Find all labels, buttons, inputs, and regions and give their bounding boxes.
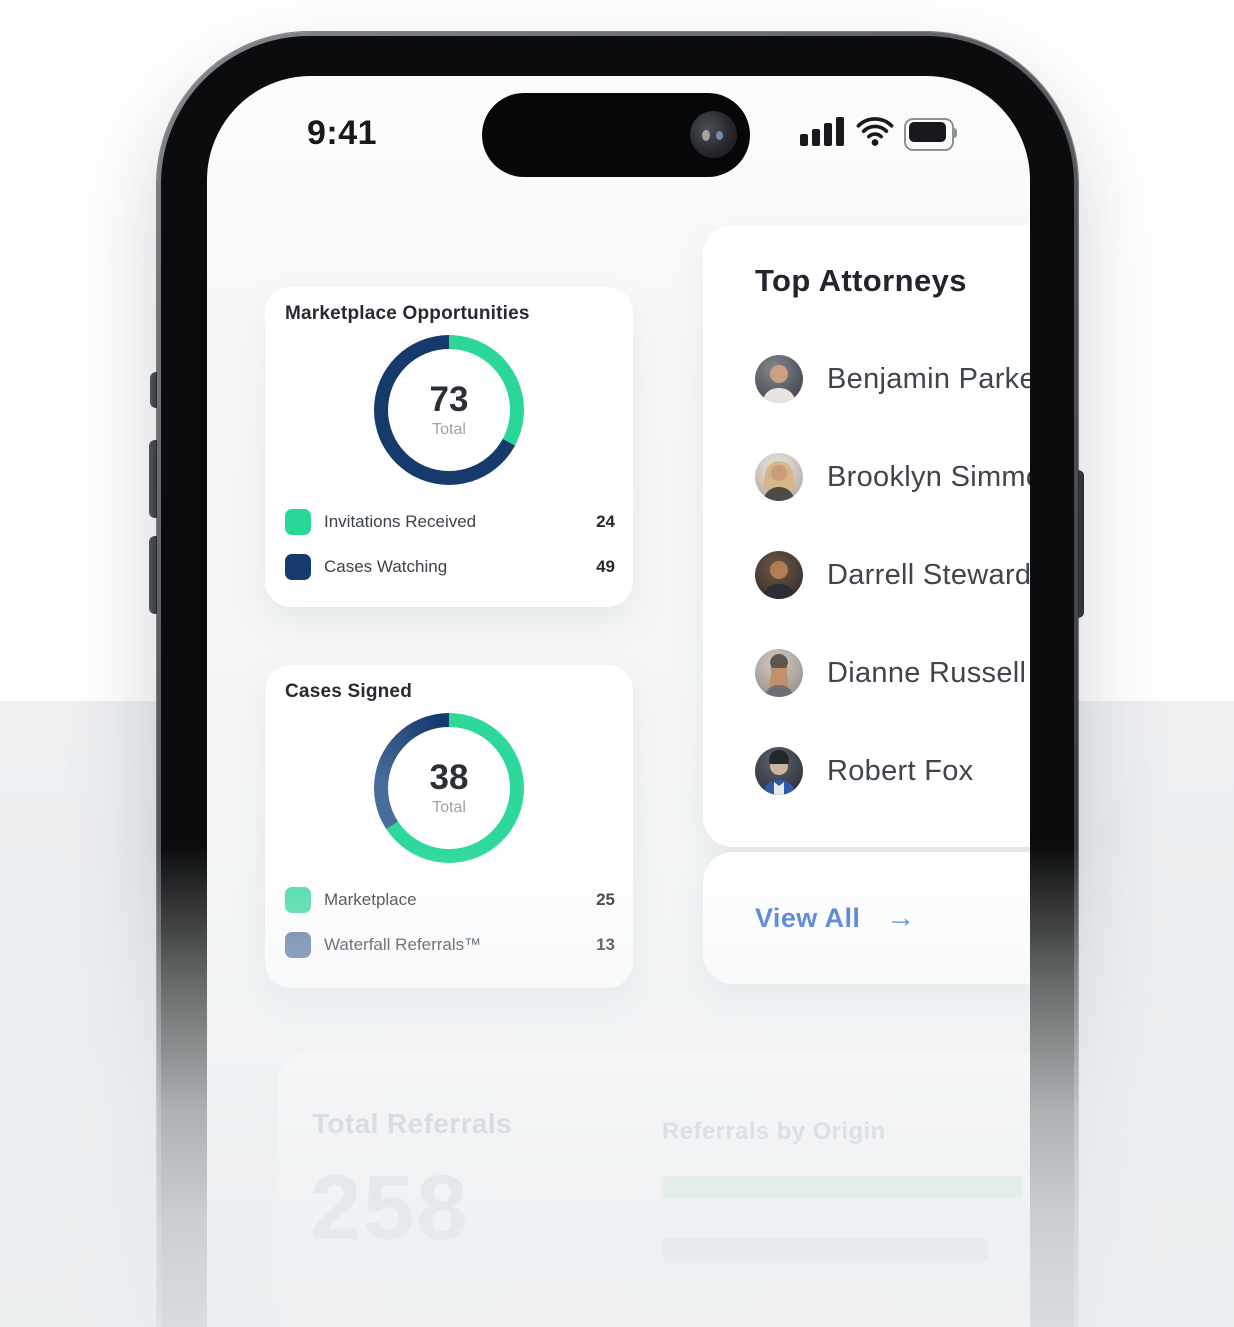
attorney-list-item[interactable]: Robert Fox	[755, 747, 1030, 795]
attorney-list-item[interactable]: Dianne Russell	[755, 649, 1030, 697]
view-all-card: View All →	[703, 852, 1030, 984]
donut-total-label: Total	[432, 420, 466, 438]
card-title: Cases Signed	[285, 681, 413, 702]
attorney-name: Benjamin Parker	[827, 362, 1030, 395]
view-all-link[interactable]: View All →	[755, 902, 915, 935]
legend-label: Waterfall Referrals™	[324, 935, 482, 954]
legend-swatch-green	[285, 509, 311, 535]
attorney-list-item[interactable]: Brooklyn Simmons	[755, 453, 1030, 501]
dynamic-island	[482, 93, 750, 177]
legend: Invitations Received 24 Cases Watching 4…	[285, 509, 615, 599]
total-referrals-title: Total Referrals	[312, 1108, 512, 1139]
legend-row: Invitations Received 24	[285, 509, 615, 535]
legend-value: 49	[596, 557, 615, 576]
attorney-avatar	[755, 453, 803, 501]
legend-row: Cases Watching 49	[285, 554, 615, 580]
donut-total-value: 73	[429, 379, 469, 419]
legend-row: Waterfall Referrals™ 13	[285, 932, 615, 958]
camera-glint	[716, 131, 723, 140]
marketplace-opportunities-donut-chart: 73 Total	[374, 335, 524, 485]
app-screen: 9:41	[207, 76, 1030, 1327]
camera-glint	[702, 130, 710, 141]
referrals-by-origin-bar-chart	[662, 1176, 1022, 1300]
attorney-list: Benjamin Parker Brooklyn Simmons	[755, 355, 1030, 845]
donut-total-value: 38	[429, 757, 469, 797]
arrow-right-icon: →	[886, 901, 916, 934]
front-camera-icon	[690, 111, 737, 158]
card-title: Marketplace Opportunities	[285, 303, 530, 324]
view-all-label: View All	[755, 902, 861, 933]
top-attorneys-title: Top Attorneys	[755, 263, 967, 298]
attorney-avatar	[755, 355, 803, 403]
iphone-mockup: 9:41	[157, 32, 1078, 1327]
battery-icon	[904, 117, 957, 151]
legend-label: Cases Watching	[324, 557, 448, 576]
origin-bar-green	[662, 1176, 1022, 1199]
status-icons	[800, 116, 970, 151]
origin-bar-gray	[662, 1238, 988, 1261]
legend: Marketplace 25 Waterfall Referrals™ 13	[285, 887, 615, 977]
legend-value: 24	[596, 512, 615, 531]
donut-hole	[388, 349, 510, 471]
legend-swatch-navy	[285, 554, 311, 580]
legend-swatch-slate	[285, 932, 311, 958]
attorney-avatar	[755, 551, 803, 599]
attorney-avatar	[755, 649, 803, 697]
status-time: 9:41	[307, 114, 378, 152]
attorney-list-item[interactable]: Darrell Steward	[755, 551, 1030, 599]
legend-row: Marketplace 25	[285, 887, 615, 913]
cases-signed-card: Cases Signed 38 Total Marketplace 25	[265, 665, 633, 988]
attorney-name: Brooklyn Simmons	[827, 460, 1030, 493]
legend-value: 13	[596, 935, 615, 954]
top-attorneys-card: Top Attorneys Benjamin Parker	[703, 225, 1030, 847]
cases-signed-donut-chart: 38 Total	[374, 713, 524, 863]
attorney-name: Dianne Russell	[827, 656, 1027, 689]
donut-hole	[388, 727, 510, 849]
signal-icon	[800, 117, 844, 146]
legend-swatch-green	[285, 887, 311, 913]
total-referrals-value: 258	[310, 1157, 470, 1259]
wifi-icon	[856, 117, 894, 146]
attorney-avatar	[755, 747, 803, 795]
marketplace-opportunities-card: Marketplace Opportunities 73 Total Invit…	[265, 287, 633, 607]
referrals-by-origin-title: Referrals by Origin	[662, 1118, 886, 1145]
phone-bezel: 9:41	[161, 36, 1074, 1327]
legend-value: 25	[596, 890, 615, 909]
legend-label: Marketplace	[324, 890, 417, 909]
attorney-list-item[interactable]: Benjamin Parker	[755, 355, 1030, 403]
attorney-name: Darrell Steward	[827, 558, 1030, 591]
attorney-name: Robert Fox	[827, 754, 974, 787]
donut-total-label: Total	[432, 798, 466, 816]
total-referrals-card: Total Referrals 258 Referrals by Origin	[278, 1052, 1030, 1327]
legend-label: Invitations Received	[324, 512, 477, 531]
